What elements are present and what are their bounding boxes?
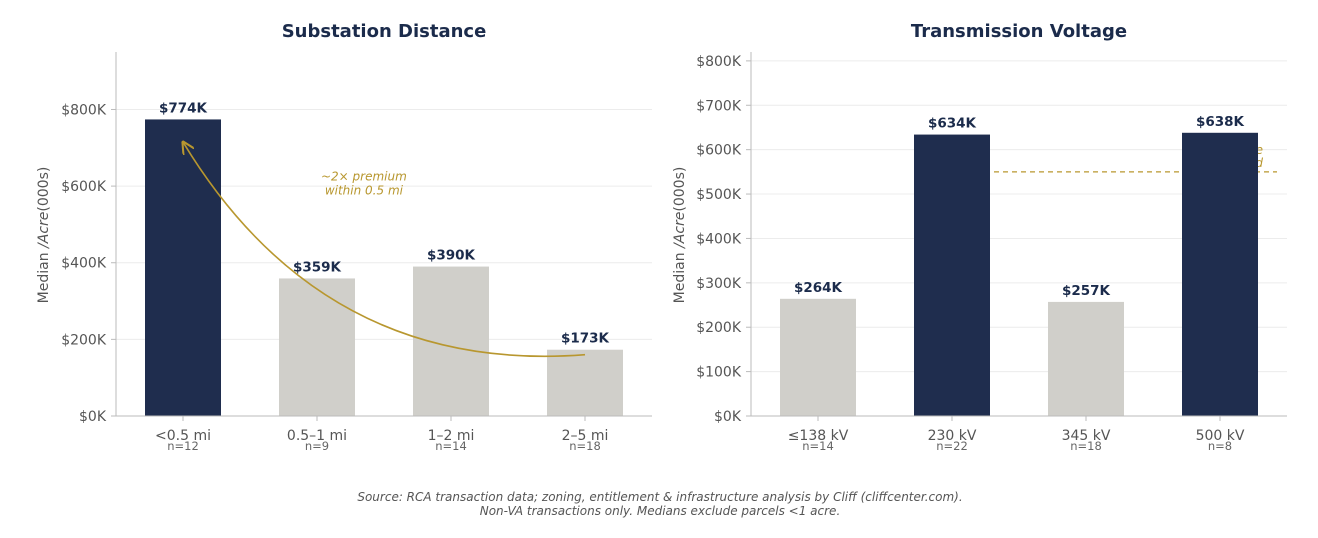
bar-value-label: $173K — [561, 331, 610, 347]
bar — [1182, 132, 1258, 417]
bar-value-label: $774K — [159, 100, 208, 116]
bar — [413, 266, 489, 416]
annotation-text: ~2× premium — [321, 169, 407, 183]
bar — [145, 119, 221, 416]
y-tick-label: $0K — [79, 409, 107, 425]
bar-value-label: $257K — [1062, 283, 1111, 299]
y-tick-label: $700K — [696, 98, 742, 114]
y-tick-label: $800K — [61, 102, 107, 118]
sample-size-label: n=18 — [1070, 439, 1102, 453]
bar — [279, 278, 355, 416]
sample-size-label: n=14 — [435, 439, 467, 453]
y-tick-label: $400K — [61, 256, 107, 272]
bar — [547, 349, 623, 416]
transmission-voltage-chart: Transmission Voltage Hyperscalethreshold… — [672, 21, 1287, 453]
sample-size-label: n=8 — [1208, 439, 1232, 453]
y-tick-label: $400K — [696, 231, 742, 247]
premium-arrow — [183, 142, 586, 358]
bar — [780, 298, 856, 416]
bar-value-label: $638K — [1196, 114, 1245, 130]
bar-value-label: $390K — [427, 248, 476, 264]
chart-title: Substation Distance — [282, 21, 487, 42]
x-tick-label: 2–5 mi — [562, 428, 609, 444]
chart-title: Transmission Voltage — [911, 21, 1127, 42]
x-tick-label: 500 kV — [1196, 428, 1245, 444]
y-tick-label: $800K — [696, 54, 742, 70]
y-tick-label: $500K — [696, 187, 742, 203]
sample-size-label: n=18 — [569, 439, 601, 453]
y-tick-label: $200K — [696, 320, 742, 336]
x-tick-label: 345 kV — [1062, 428, 1111, 444]
bar-value-label: $264K — [794, 280, 843, 296]
y-tick-label: $200K — [61, 332, 107, 348]
x-tick-label: <0.5 mi — [155, 428, 211, 444]
x-tick-label: 230 kV — [928, 428, 977, 444]
y-tick-label: $300K — [696, 276, 742, 292]
source-note-line-2: Non-VA transactions only. Medians exclud… — [480, 504, 841, 518]
y-tick-label: $100K — [696, 365, 742, 381]
sample-size-label: n=14 — [802, 439, 834, 453]
bar — [914, 134, 990, 416]
y-tick-label: $600K — [696, 143, 742, 159]
x-tick-label: ≤138 kV — [788, 428, 849, 444]
y-axis-label: Median /Acre(000s) — [672, 167, 688, 304]
sample-size-label: n=9 — [305, 439, 329, 453]
y-tick-label: $0K — [714, 409, 742, 425]
y-tick-label: $600K — [61, 179, 107, 195]
annotation-text: within 0.5 mi — [325, 183, 404, 197]
sample-size-label: n=22 — [936, 439, 968, 453]
bar-value-label: $359K — [293, 259, 342, 275]
bar-value-label: $634K — [928, 116, 977, 132]
x-tick-label: 0.5–1 mi — [287, 428, 347, 444]
substation-distance-chart: Substation Distance $0K $200K $400K $600K $8… — [36, 21, 652, 453]
sample-size-label: n=12 — [167, 439, 199, 453]
source-note-line-1: Source: RCA transaction data; zoning, en… — [357, 490, 962, 504]
bar — [1048, 301, 1124, 416]
y-axis-label: Median /Acre(000s) — [36, 167, 52, 304]
x-tick-label: 1–2 mi — [428, 428, 475, 444]
